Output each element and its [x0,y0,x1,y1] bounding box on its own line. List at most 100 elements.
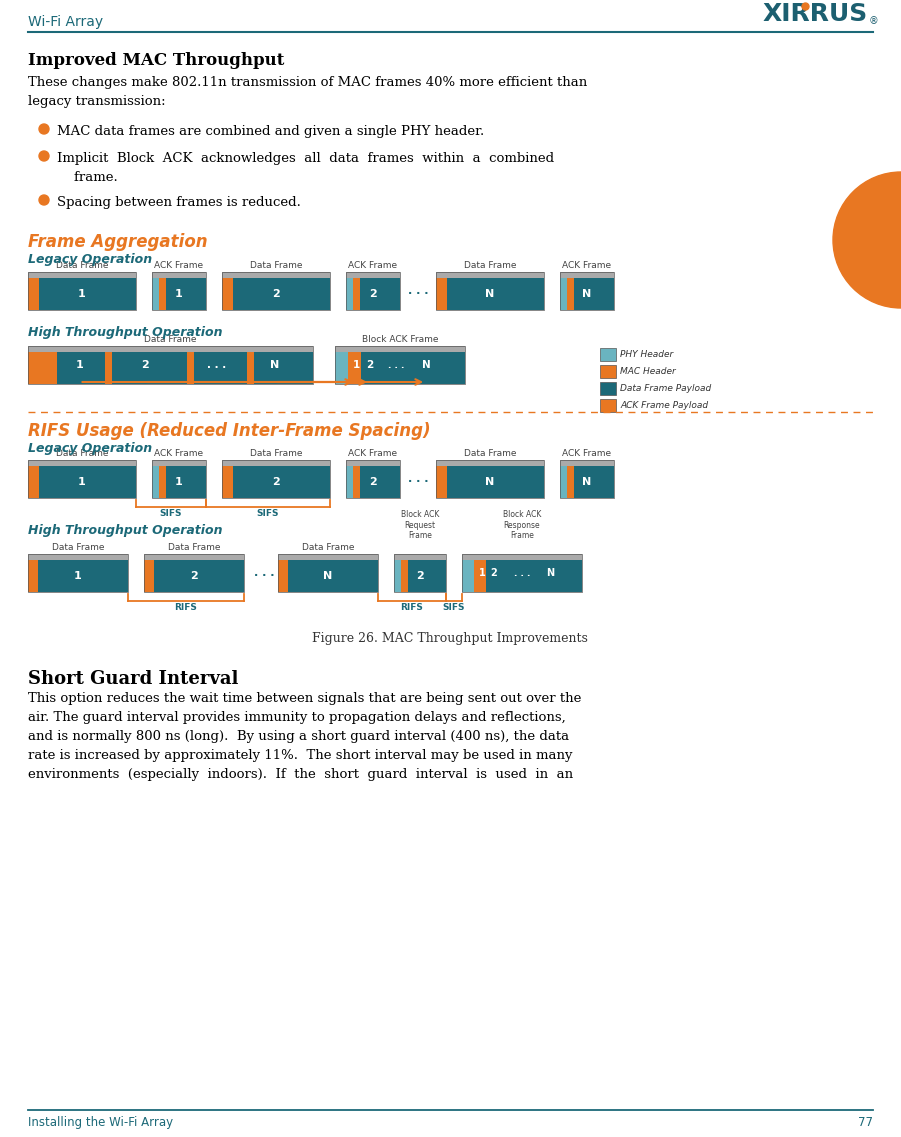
Bar [335,346,465,384]
Text: ®: ® [869,16,878,26]
Bar [436,272,544,279]
Bar [159,279,166,310]
Bar [436,272,544,310]
Bar [222,279,232,310]
Text: N: N [270,360,279,370]
Bar [436,466,447,498]
Text: Data Frame: Data Frame [302,543,354,551]
Text: Block ACK Frame: Block ACK Frame [361,335,438,345]
Text: 1: 1 [175,289,183,299]
Bar [152,460,206,498]
Text: Frame Aggregation: Frame Aggregation [28,233,207,251]
Bar [222,460,330,498]
Bar [560,460,614,466]
Text: RIFS: RIFS [401,603,423,612]
Bar [346,466,400,498]
Text: SIFS: SIFS [159,509,182,518]
Text: Installing the Wi-Fi Array: Installing the Wi-Fi Array [28,1117,173,1129]
Bar [28,561,128,592]
Text: N: N [582,478,592,488]
Bar [152,272,206,310]
Bar [28,346,313,384]
Bar [222,279,330,310]
Text: Spacing between frames is reduced.: Spacing between frames is reduced. [57,196,301,209]
Bar [152,466,159,498]
Text: 2: 2 [190,571,198,581]
Text: Figure 26. MAC Throughput Improvements: Figure 26. MAC Throughput Improvements [312,632,588,645]
Bar [278,561,378,592]
Bar [28,279,39,310]
Bar [144,561,244,592]
Bar [28,279,136,310]
Text: N: N [323,571,332,581]
Text: 77: 77 [858,1117,873,1129]
Text: Data Frame: Data Frame [464,262,516,269]
Bar [394,561,446,592]
Text: ACK Frame: ACK Frame [349,262,397,269]
Text: N: N [582,289,592,299]
Bar [462,554,582,592]
Circle shape [39,151,49,161]
Bar [28,352,313,384]
Bar [560,272,614,310]
Text: High Throughput Operation: High Throughput Operation [28,524,223,537]
Bar [335,346,465,352]
Text: . . .: . . . [408,474,429,484]
Bar [144,554,244,561]
Text: ACK Frame: ACK Frame [154,449,204,458]
Bar [28,466,136,498]
Text: 1: 1 [78,478,86,488]
Bar [560,466,567,498]
Bar [105,352,112,384]
Text: . . .: . . . [514,568,530,578]
Bar [28,272,136,310]
Bar [278,554,378,561]
Text: 1: 1 [76,360,84,370]
Bar [28,466,39,498]
Text: 1: 1 [478,568,486,578]
Text: . . .: . . . [207,360,226,370]
Bar [28,352,57,384]
Text: RIFS Usage (Reduced Inter-Frame Spacing): RIFS Usage (Reduced Inter-Frame Spacing) [28,422,431,440]
Bar [436,460,544,498]
Bar [348,352,361,384]
Text: N: N [486,289,495,299]
Bar [567,466,574,498]
Bar [567,279,574,310]
Text: . . .: . . . [387,360,405,370]
Bar [346,466,353,498]
Text: Data Frame Payload: Data Frame Payload [620,384,711,393]
Text: 2: 2 [491,568,497,578]
Text: XIRRUS: XIRRUS [763,2,868,26]
Bar [436,466,544,498]
Bar [600,365,616,377]
Text: N: N [546,568,554,578]
Bar [436,279,544,310]
Bar [222,272,330,310]
Bar [278,561,288,592]
Text: ACK Frame: ACK Frame [154,262,204,269]
Text: N: N [486,478,495,488]
Bar [144,554,244,592]
Circle shape [833,172,901,308]
Text: Data Frame: Data Frame [250,262,302,269]
Bar [187,352,194,384]
Bar [222,460,330,466]
Bar [222,466,232,498]
Text: Data Frame: Data Frame [250,449,302,458]
Bar [346,279,353,310]
Bar [335,352,348,384]
Bar [152,272,206,279]
Bar [560,466,614,498]
Bar [28,460,136,466]
Text: 1: 1 [352,360,359,370]
Bar [560,272,614,279]
Text: PHY Header: PHY Header [620,350,673,359]
Bar [28,346,313,352]
Bar [346,272,400,279]
Bar [28,554,128,592]
Text: Block ACK
Request
Frame: Block ACK Request Frame [401,511,439,540]
Bar [222,466,330,498]
Text: Block ACK
Response
Frame: Block ACK Response Frame [503,511,542,540]
Text: Data Frame: Data Frame [464,449,516,458]
